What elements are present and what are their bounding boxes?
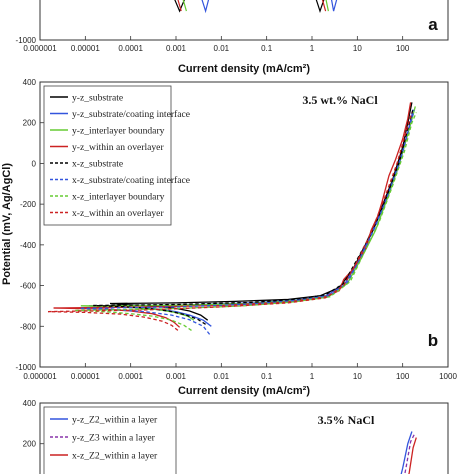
panel-a-curve-fragment [325, 0, 329, 12]
series-y-z-z2-within-a-layer [400, 431, 413, 474]
panel-c-series [400, 431, 417, 474]
panel-b-y-ticks: 400 200 0 -200 -400 -600 -800 -1000 [16, 78, 44, 372]
legend-label-y-z-within-an-overlayer: y-z_within an overlayer [72, 142, 164, 153]
legend-label-y-z-substrate-coating-interface: y-z_substrate/coating interface [72, 109, 190, 120]
legend-label-y-z-z2-within-a-layer: y-z_Z2_within a layer [72, 415, 158, 426]
panel-a-y-tick-minus1000: -1000 [16, 36, 37, 45]
panel-b-x-tick-label: 0.001 [166, 372, 187, 381]
panel-b-legend: y-z_substrate y-z_substrate/coating inter… [43, 85, 190, 226]
panel-a-x-tick-label: 0.01 [214, 44, 230, 53]
panel-c-y-tick-label: 200 [23, 440, 37, 449]
panel-a-x-tick-label: 0.001 [166, 44, 187, 53]
panel-a-x-ticks: 0.000001 0.00001 0.0001 0.001 0.01 0.1 1 10 100 [23, 36, 410, 53]
series-x-z-substrate-anodic [93, 108, 414, 307]
panel-b-y-tick-label: 200 [23, 119, 37, 128]
panel-b-y-tick-label: -600 [20, 282, 37, 291]
series-x-z-interlayer-boundary-cathodic [75, 309, 192, 331]
panel-c-annotation: 3.5% NaCl [318, 413, 375, 427]
legend-label-y-z-interlayer-boundary: y-z_interlayer boundary [72, 126, 165, 137]
panel-b-x-tick-label: 100 [396, 372, 410, 381]
series-x-z-substrate-cathodic [93, 304, 206, 325]
panel-b-y-tick-label: 0 [32, 159, 37, 168]
legend-label-x-z-interlayer-boundary: x-z_interlayer boundary [72, 192, 165, 203]
panel-b-x-ticks: 0.000001 0.00001 0.0001 0.001 0.01 0.1 1 10 100 1… [23, 363, 457, 381]
panel-b-x-tick-label: 0.0001 [118, 372, 143, 381]
panel-a-x-tick-label: 0.1 [261, 44, 273, 53]
panel-b-x-tick-label: 0.1 [261, 372, 273, 381]
panel-b-series [47, 102, 417, 335]
panel-b-plot-frame [39, 81, 449, 368]
panel-a-curve-fragment [201, 0, 210, 14]
panel-a-series [174, 0, 338, 14]
panel-b-legend-box [43, 85, 172, 226]
panel-a-x-tick-label: 0.00001 [71, 44, 100, 53]
series-x-z-within-an-overlayer-cathodic [47, 310, 179, 331]
panel-a-x-tick-label: 1 [310, 44, 315, 53]
legend-label-x-z-substrate-coating-interface: x-z_substrate/coating interface [72, 175, 190, 186]
panel-b-y-tick-label: -1000 [16, 363, 37, 372]
panel-b-y-tick-label: 400 [23, 78, 37, 87]
series-x-z-within-an-overlayer-anodic [47, 112, 413, 313]
panel-a-x-tick-label: 100 [396, 44, 410, 53]
panel-c-legend-box [43, 406, 177, 474]
panel-b-y-tick-label: -800 [20, 322, 37, 331]
panel-a-letter: a [428, 15, 438, 34]
legend-label-x-z-within-an-overlayer: x-z_within an overlayer [72, 208, 164, 219]
series-x-z-z2-within-a-layer [408, 437, 417, 474]
panel-a-curve-fragment [177, 0, 182, 12]
series-x-z-substrate-coating-interface-anodic [80, 110, 415, 310]
panel-b-x-tick-label: 10 [353, 372, 362, 381]
panel-b-annotation: 3.5 wt.% NaCl [302, 93, 378, 107]
series-y-z-within-an-overlayer-anodic [53, 102, 412, 309]
panel-a-plot-frame [39, 0, 449, 41]
panel-b-y-axis-title: Potential (mV, Ag/AgCl) [1, 163, 13, 285]
panel-a: -1000 a 0.000001 0.00001 0.0001 0.001 0.01 0.… [16, 0, 449, 75]
panel-a-curve-fragment [330, 0, 338, 12]
panel-b-x-tick-label: 1 [310, 372, 315, 381]
legend-label-x-z-z2-within-a-layer: x-z_Z2_within a layer [72, 451, 158, 462]
panel-b-x-tick-label: 0.01 [214, 372, 230, 381]
panel-a-x-tick-label: 0.0001 [118, 44, 143, 53]
panel-c-legend: y-z_Z2_within a layer y-z_Z3 within a lay… [43, 406, 177, 474]
panel-b-x-tick-label: 0.000001 [23, 372, 57, 381]
panel-b-y-tick-label: -200 [20, 200, 37, 209]
panel-a-curve-fragment [182, 0, 187, 12]
panel-a-x-tick-label: 0.000001 [23, 44, 57, 53]
legend-label-y-z-z3-within-a-layer: y-z_Z3 within a layer [72, 433, 156, 444]
legend-label-y-z-substrate: y-z_substrate [72, 93, 123, 104]
panel-c-plot-frame [39, 402, 449, 474]
series-x-z-interlayer-boundary-anodic [75, 112, 417, 312]
legend-label-x-z-substrate: x-z_substrate [72, 159, 123, 170]
series-y-z-z3-within-a-layer [404, 433, 416, 474]
panel-b-letter: b [428, 331, 438, 350]
panel-a-x-tick-label: 10 [353, 44, 362, 53]
panel-b-y-tick-label: -400 [20, 241, 37, 250]
panel-b-x-tick-label: 0.00001 [71, 372, 100, 381]
panel-b-x-tick-label: 1000 [439, 372, 457, 381]
panel-a-x-axis-title: Current density (mA/cm²) [178, 63, 310, 75]
panel-b-x-axis-title: Current density (mA/cm²) [178, 385, 310, 397]
panel-c-y-tick-label: 400 [23, 399, 37, 408]
panel-a-curve-fragment [321, 0, 327, 12]
